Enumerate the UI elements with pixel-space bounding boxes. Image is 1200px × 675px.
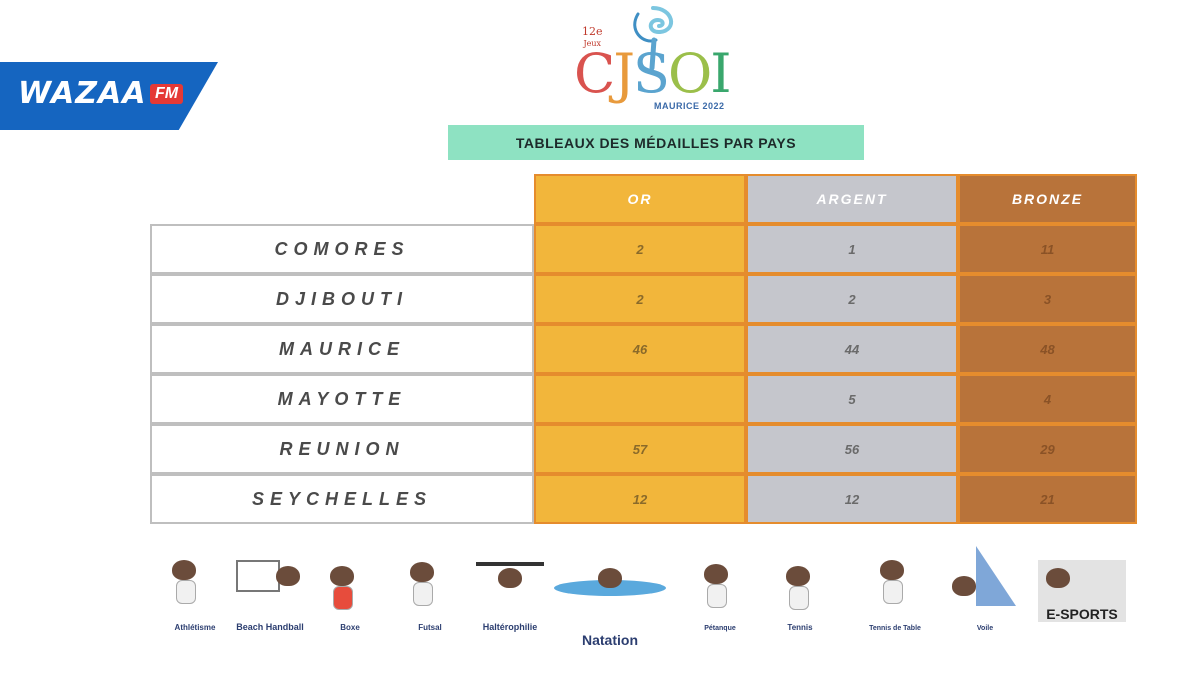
sport-label: E-SPORTS [1046, 606, 1118, 622]
header-gold: OR [534, 174, 746, 224]
mascot-icon [410, 562, 434, 582]
logo-edition-sub: Jeux [583, 39, 602, 48]
broadcaster-logo: WAZAA FM [0, 62, 218, 130]
sport-label: Haltérophilie [482, 622, 538, 632]
header-bronze: BRONZE [958, 174, 1137, 224]
bronze-cell: 4 [958, 374, 1137, 424]
country-cell: MAURICE [150, 324, 534, 374]
bronze-cell: 3 [958, 274, 1137, 324]
table-row: MAYOTTE 5 4 [150, 374, 1137, 424]
silver-cell: 56 [746, 424, 958, 474]
sport-label: Boxe [340, 623, 360, 632]
sport-esports: E-SPORTS [1038, 540, 1126, 650]
gold-cell: 2 [534, 224, 746, 274]
mascot-icon [952, 576, 976, 596]
bronze-cell: 21 [958, 474, 1137, 524]
sport-label: Beach Handball [236, 622, 304, 632]
table-row: COMORES 2 1 11 [150, 224, 1137, 274]
sail-icon [976, 546, 1016, 606]
gold-cell: 12 [534, 474, 746, 524]
logo-edition: 12e Jeux [582, 26, 603, 50]
logo-letter: O [667, 42, 712, 105]
sport-label: Tennis de Table [869, 625, 921, 632]
gold-cell [534, 374, 746, 424]
sport-voile: Voile [940, 540, 1030, 650]
header-silver: ARGENT [746, 174, 958, 224]
sport-label: Pétanque [704, 625, 736, 632]
silver-cell: 12 [746, 474, 958, 524]
country-cell: COMORES [150, 224, 534, 274]
logo-subtitle: MAURICE 2022 [654, 101, 725, 111]
logo-letter: C [574, 42, 615, 105]
logo-letters: CJSOI [574, 42, 732, 105]
sport-futsal: Futsal [390, 540, 470, 650]
silver-cell: 1 [746, 224, 958, 274]
table-row: REUNION 57 56 29 [150, 424, 1137, 474]
silver-cell: 44 [746, 324, 958, 374]
mascot-icon [498, 568, 522, 588]
page-title: TABLEAUX DES MÉDAILLES PAR PAYS [448, 125, 864, 160]
mascot-icon [330, 566, 354, 586]
bronze-cell: 29 [958, 424, 1137, 474]
sport-athletisme: Athlétisme [160, 540, 230, 650]
mascot-icon [276, 566, 300, 586]
gold-cell: 2 [534, 274, 746, 324]
country-cell: SEYCHELLES [150, 474, 534, 524]
sport-label: Athlétisme [174, 623, 216, 632]
sport-label: Natation [582, 632, 638, 648]
gold-cell: 57 [534, 424, 746, 474]
silver-cell: 5 [746, 374, 958, 424]
country-cell: REUNION [150, 424, 534, 474]
barbell-icon [476, 562, 544, 566]
mascot-icon [172, 560, 196, 580]
mascot-body [883, 580, 903, 604]
sport-tennis: Tennis [760, 540, 840, 650]
mascot-body [789, 586, 809, 610]
bronze-cell: 11 [958, 224, 1137, 274]
sport-natation: Natation [550, 540, 670, 650]
games-logo: 12e Jeux CJSOI MAURICE 2022 [568, 0, 740, 118]
broadcaster-name: WAZAA [18, 76, 147, 111]
logo-letter: S [632, 42, 670, 105]
sport-petanque: Pétanque [680, 540, 760, 650]
mascot-icon [1046, 568, 1070, 588]
table-row: MAURICE 46 44 48 [150, 324, 1137, 374]
sports-strip: Athlétisme Beach Handball Boxe Futsal Ha… [160, 540, 1130, 650]
mascot-body [413, 582, 433, 606]
sport-tennis-de-table: Tennis de Table [850, 540, 940, 650]
sport-beach-handball: Beach Handball [230, 540, 310, 650]
logo-letter: J [613, 42, 635, 105]
goal-icon [236, 560, 280, 592]
mascot-body [707, 584, 727, 608]
country-cell: DJIBOUTI [150, 274, 534, 324]
silver-cell: 2 [746, 274, 958, 324]
gold-cell: 46 [534, 324, 746, 374]
medal-table: OR ARGENT BRONZE COMORES 2 1 11 DJIBOUTI… [150, 174, 1137, 527]
mascot-icon [786, 566, 810, 586]
mascot-icon [598, 568, 622, 588]
sport-boxe: Boxe [310, 540, 390, 650]
sport-label: Tennis [787, 623, 813, 632]
country-cell: MAYOTTE [150, 374, 534, 424]
broadcaster-suffix: FM [150, 84, 184, 104]
sport-label: Futsal [418, 623, 442, 632]
mascot-icon [704, 564, 728, 584]
swirl-icon [633, 6, 673, 70]
table-row: SEYCHELLES 12 12 21 [150, 474, 1137, 524]
bronze-cell: 48 [958, 324, 1137, 374]
table-row: DJIBOUTI 2 2 3 [150, 274, 1137, 324]
mascot-icon [880, 560, 904, 580]
sport-halterophilie: Haltérophilie [470, 540, 550, 650]
mascot-body [333, 586, 353, 610]
sport-label: Voile [976, 625, 994, 632]
mascot-body [176, 580, 196, 604]
logo-edition-number: 12e [582, 25, 603, 38]
wave-icon [554, 580, 666, 596]
logo-letter: I [710, 42, 731, 105]
